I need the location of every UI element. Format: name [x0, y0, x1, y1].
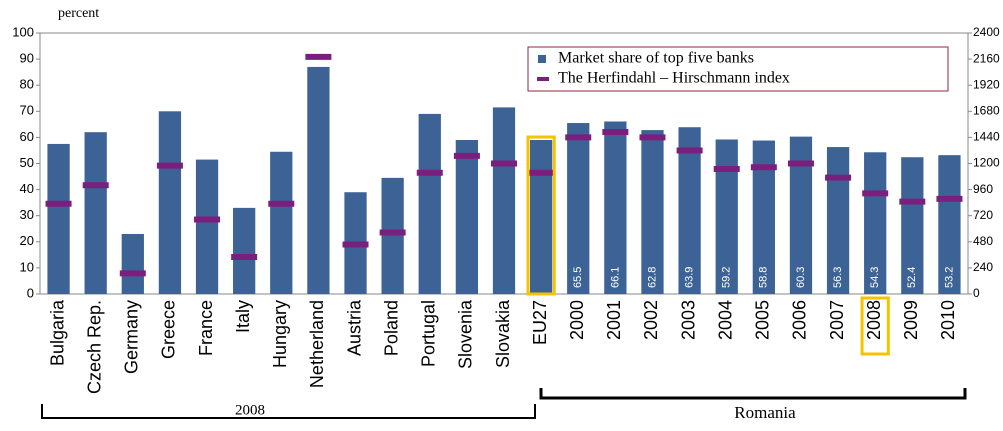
- y2-tick-label: 0: [973, 286, 980, 300]
- value-label: 60.3: [795, 267, 807, 288]
- x-tick-label: 2006: [790, 300, 810, 340]
- x-tick-label: Poland: [381, 300, 401, 356]
- legend: [527, 46, 949, 92]
- y2-tick-label: 2160: [973, 51, 1000, 65]
- bar: [492, 107, 516, 294]
- x-tick-label: Netherland: [307, 300, 327, 388]
- value-label: 53.2: [943, 267, 955, 288]
- value-label: 54.3: [869, 267, 881, 288]
- bar: [455, 140, 479, 294]
- y2-tick-label: 1680: [973, 103, 1000, 117]
- x-tick-label: 2004: [715, 300, 735, 340]
- bar: [864, 152, 887, 294]
- y2-tick-label: 2400: [973, 25, 1000, 39]
- highlight-box: [860, 296, 890, 356]
- y-tick-label: 80: [20, 77, 34, 92]
- y2-tick-label: 960: [973, 182, 993, 196]
- y2-tick-label: 1440: [973, 130, 1000, 144]
- y-tick-label: 20: [20, 233, 34, 248]
- value-label: 58.8: [758, 267, 770, 288]
- x-tick-label: 2001: [604, 300, 624, 340]
- y-tick-label: 100: [12, 24, 34, 39]
- bar: [529, 140, 553, 294]
- x-tick-label: 2010: [938, 300, 958, 340]
- y-tick-label: 30: [20, 207, 34, 222]
- value-label: 63.9: [684, 267, 696, 288]
- x-tick-label: 2000: [567, 300, 587, 340]
- y-tick-label: 0: [27, 285, 34, 300]
- x-tick-label: Bulgaria: [47, 299, 67, 366]
- y-tick-label: 60: [20, 129, 34, 144]
- bar: [604, 121, 627, 294]
- y-tick-label: 50: [20, 155, 34, 170]
- bar: [938, 155, 961, 294]
- bar: [641, 130, 664, 294]
- highlight-box: [526, 135, 556, 296]
- value-label: 56.3: [832, 267, 844, 288]
- x-tick-label: 2009: [901, 300, 921, 340]
- bar: [901, 157, 924, 294]
- bar: [158, 111, 182, 294]
- y-axis-label: percent: [58, 6, 99, 21]
- value-label: 62.8: [646, 267, 658, 288]
- group-label: Romania: [734, 403, 796, 422]
- y-tick-label: 40: [20, 181, 34, 196]
- bar: [789, 136, 813, 294]
- bar: [195, 159, 219, 294]
- x-tick-label: Slovenia: [456, 299, 476, 369]
- bar: [381, 177, 404, 294]
- y2-tick-label: 240: [973, 260, 993, 274]
- bar: [418, 113, 441, 294]
- bar: [715, 139, 738, 294]
- bar: [121, 233, 144, 294]
- x-tick-label: 2005: [753, 300, 773, 340]
- x-tick-label: EU27: [530, 300, 550, 345]
- value-label: 59.2: [721, 267, 733, 288]
- bar: [678, 127, 701, 294]
- y2-tick-label: 720: [973, 208, 993, 222]
- x-tick-label: Germany: [122, 300, 142, 374]
- bar: [752, 140, 775, 294]
- x-tick-label: Italy: [233, 300, 253, 333]
- value-label: 65.5: [572, 267, 584, 288]
- bar: [47, 143, 70, 294]
- group-label: 2008: [235, 402, 265, 418]
- legend-marker: [538, 55, 546, 63]
- x-tick-label: Czech Rep.: [84, 300, 104, 394]
- x-tick-label: 2007: [827, 300, 847, 340]
- x-tick-label: Portugal: [419, 300, 439, 367]
- x-tick-label: 2008: [864, 300, 884, 340]
- y-tick-label: 10: [20, 259, 34, 274]
- y2-tick-label: 1200: [973, 156, 1000, 170]
- x-tick-label: Hungary: [270, 300, 290, 368]
- bar: [567, 123, 590, 294]
- y-tick-label: 70: [20, 103, 34, 118]
- value-label: 52.4: [906, 267, 918, 288]
- y-tick-label: 90: [20, 51, 34, 66]
- x-tick-label: Slovakia: [493, 299, 513, 368]
- bar: [84, 132, 107, 294]
- bar: [307, 66, 330, 295]
- bar: [270, 151, 293, 294]
- x-tick-label: France: [196, 300, 216, 356]
- x-tick-label: Austria: [344, 299, 364, 356]
- y2-tick-label: 480: [973, 234, 993, 248]
- x-tick-label: 2002: [641, 300, 661, 340]
- x-tick-label: Greece: [159, 300, 179, 359]
- x-tick-label: 2003: [678, 300, 698, 340]
- y2-tick-label: 1920: [973, 77, 1000, 91]
- legend-label: Market share of top five banks: [558, 50, 754, 67]
- bar: [233, 207, 256, 294]
- legend-label: The Herfindahl – Hirschmann index: [558, 70, 790, 87]
- bracket: [539, 388, 967, 400]
- bar: [826, 147, 850, 294]
- value-label: 66.1: [609, 267, 621, 288]
- bracket: [41, 404, 536, 419]
